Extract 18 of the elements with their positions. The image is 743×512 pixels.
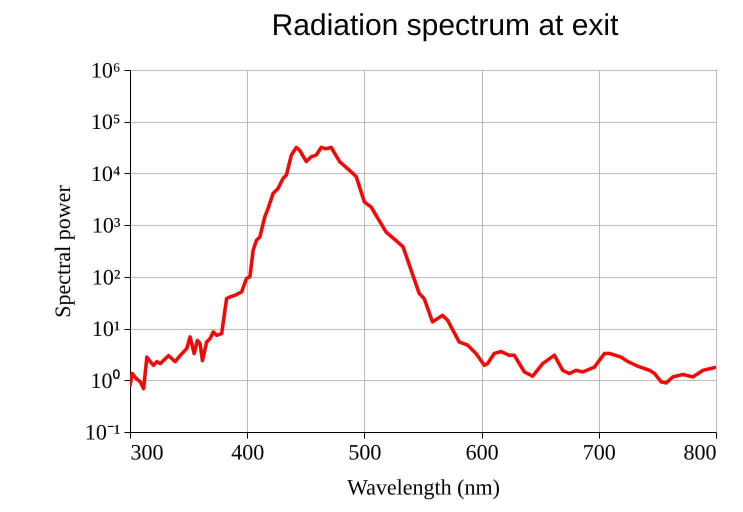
y-tick-label: 10⁰ <box>90 368 120 393</box>
y-axis-title: Spectral power <box>50 184 75 318</box>
y-tick-label: 10³ <box>92 212 121 238</box>
y-tick-label: 10⁴ <box>90 160 121 186</box>
x-tick-label: 500 <box>348 440 382 464</box>
y-tick-label: 10¹ <box>92 316 120 342</box>
y-tick-label: 10² <box>92 264 121 290</box>
x-tick-label: 300 <box>130 440 164 464</box>
x-tick-label: 800 <box>684 440 716 464</box>
x-tick-label: 700 <box>582 440 616 464</box>
y-tick-label: 10⁶ <box>90 58 120 82</box>
x-tick-label: 600 <box>466 440 499 464</box>
x-axis-title: Wavelength (nm) <box>347 474 500 500</box>
x-tick-label: 400 <box>231 440 264 464</box>
line-series <box>130 146 716 390</box>
chart-title: Radiation spectrum at exit <box>272 9 620 42</box>
y-tick-label: 10⁵ <box>90 109 120 134</box>
y-tick-label: 10⁻¹ <box>84 420 120 444</box>
